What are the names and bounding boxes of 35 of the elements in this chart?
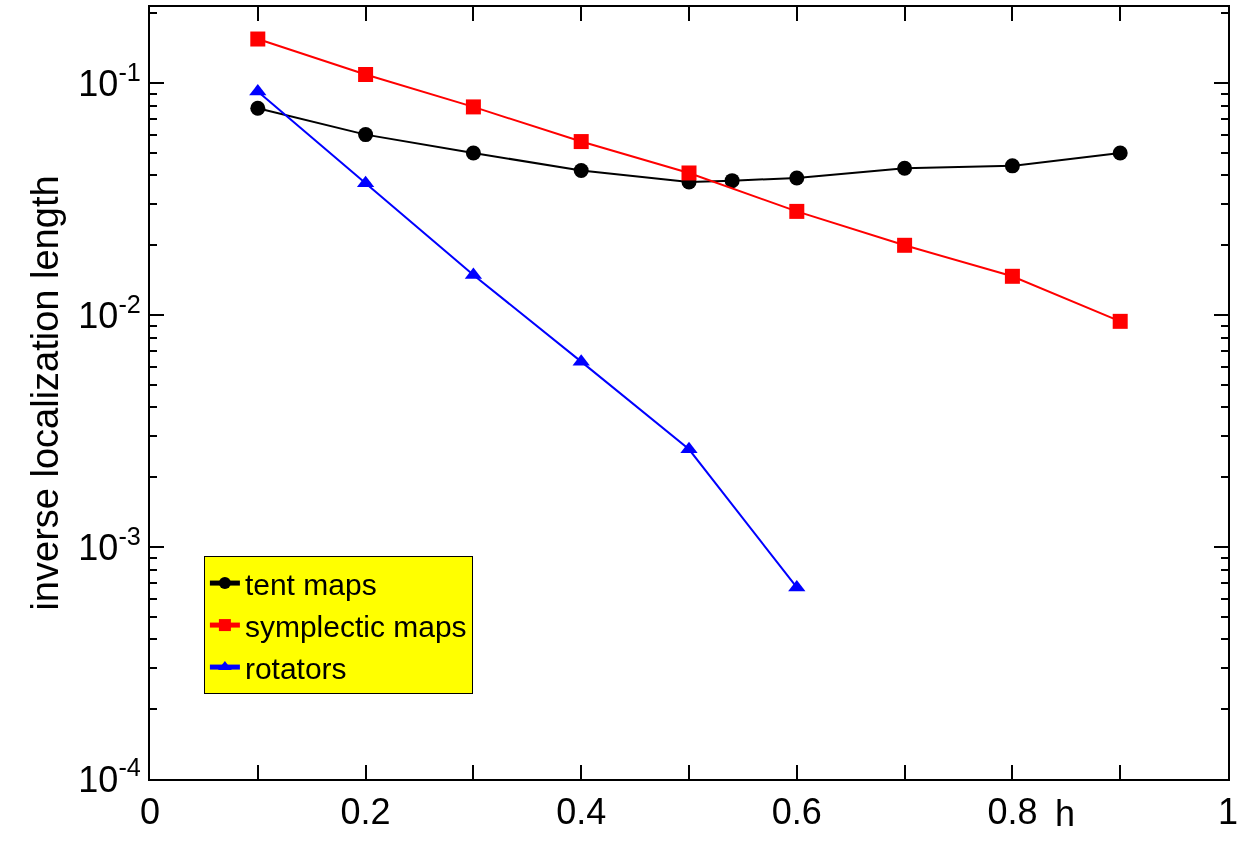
point — [573, 134, 589, 150]
y-tick-label: 10$^{-3}$ — [78, 521, 141, 568]
y-tick-label: 10$^{-1}$ — [78, 57, 141, 104]
point — [724, 173, 740, 189]
point — [358, 66, 374, 82]
point — [897, 237, 913, 253]
point — [465, 145, 481, 161]
point — [897, 160, 913, 176]
point — [681, 165, 697, 181]
point — [250, 100, 266, 116]
point — [789, 170, 805, 186]
x-tick-label: 0.2 — [340, 791, 391, 833]
point — [1112, 145, 1128, 161]
x-tick-label: 0 — [139, 791, 161, 833]
point — [788, 579, 806, 592]
x-tick-label: 0.4 — [556, 791, 607, 833]
y-tick-label: 10$^{-2}$ — [78, 289, 141, 336]
x-axis-title: h — [1055, 793, 1076, 834]
point — [1112, 313, 1128, 329]
legend-label: symplectic maps — [244, 609, 467, 643]
point — [680, 441, 698, 454]
x-tick-label: 0.8 — [987, 791, 1038, 833]
legend-label: rotators — [244, 651, 347, 685]
point — [358, 127, 374, 143]
point — [789, 203, 805, 219]
point — [1004, 158, 1020, 174]
y-tick-label: 10$^{-4}$ — [78, 753, 141, 800]
point — [465, 99, 481, 115]
point — [573, 163, 589, 179]
point — [250, 31, 266, 47]
x-tick-label: 1 — [1217, 791, 1239, 833]
y-axis-title: inverse localization length — [24, 175, 67, 611]
legend-label: tent maps — [244, 567, 377, 601]
point — [1004, 268, 1020, 284]
x-tick-label: 0.6 — [771, 791, 822, 833]
